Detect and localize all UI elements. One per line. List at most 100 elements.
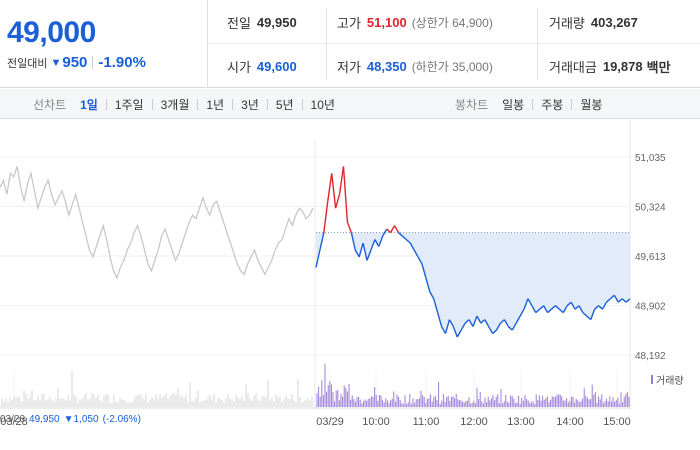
y-tick-label: 48,192 (635, 351, 666, 362)
price-segment (386, 228, 392, 234)
tab-divider (232, 98, 234, 110)
price-segment (621, 298, 627, 303)
price-segment (334, 194, 341, 209)
line-chart-label: 선차트 (33, 97, 67, 112)
prev-day-change: ▼1,050 (64, 414, 99, 425)
change-row: 전일대비 ▼ 950 -1.90% (7, 54, 146, 71)
price-segment (444, 319, 451, 334)
high-value: 51,100 (366, 14, 407, 30)
price-segment (437, 312, 443, 327)
candle-period-tab[interactable]: 일봉 (502, 97, 525, 112)
tab-divider (151, 98, 153, 110)
prev-day-info: 03/28 49,950 ▼1,050 (-2.06%) (0, 414, 141, 425)
price-segment (338, 166, 345, 195)
x-tick-label: 13:00 (507, 416, 535, 428)
price-segment (582, 312, 588, 317)
prev-day-change-amount: 1,050 (73, 414, 99, 425)
price-segment (452, 326, 458, 338)
stats-panel: 전일 49,950 고가 51,100 (상한가 64,900) 거래량 403… (209, 0, 700, 88)
open-cell: 시가 49,600 (227, 44, 297, 88)
x-tick-label: 03/29 (316, 416, 344, 428)
tab-divider (571, 98, 573, 110)
stats-row-2: 시가 49,600 저가 48,350 (하한가 35,000) 거래대금 19… (209, 44, 700, 88)
line-period-tab[interactable]: 3년 (241, 97, 259, 112)
candle-period-tab[interactable]: 월봉 (580, 97, 603, 112)
price-segment (625, 298, 631, 303)
price-segment (440, 326, 447, 334)
candle-chart-label: 봉차트 (455, 97, 489, 112)
price-segment (609, 294, 615, 300)
price-segment (397, 232, 403, 237)
price-segment (460, 322, 466, 331)
price-segment (547, 308, 552, 314)
price-segment (503, 319, 509, 327)
high-label: 고가 (337, 15, 361, 31)
prev-day-date: 03/28 (0, 414, 26, 425)
price-segment (362, 242, 368, 261)
price-segment (421, 263, 427, 279)
price-segment (527, 298, 533, 307)
prev-close-cell: 전일 49,950 (227, 0, 297, 44)
open-value: 49,600 (256, 58, 297, 74)
price-segment (389, 225, 396, 233)
current-price: 49,000 (7, 16, 96, 49)
price-segment (417, 256, 423, 265)
price-segment (535, 308, 541, 314)
price-segment (484, 319, 490, 327)
x-tick-label: 11:00 (413, 416, 440, 428)
quote-summary: 49,000 전일대비 ▼ 950 -1.90% 전일 49,950 고가 51… (0, 0, 700, 88)
price-segment (476, 315, 482, 324)
price-segment (448, 319, 454, 327)
line-period-tab[interactable]: 3개월 (160, 97, 190, 112)
tab-divider (105, 98, 107, 110)
low-cell: 저가 48,350 (하한가 35,000) (337, 44, 493, 88)
price-segment (601, 301, 608, 310)
prev-close-value: 49,950 (256, 14, 297, 30)
price-segment (605, 298, 611, 303)
price-segment (523, 298, 529, 310)
volume-legend-swatch (651, 375, 653, 384)
price-segment (354, 249, 360, 258)
price-segment (492, 329, 498, 335)
chart-period-tabs: 선차트 1일 1주일 3개월 1년 3년 5년 10년 봉차트 일봉 주봉 월봉 (0, 89, 700, 119)
x-tick-label: 14:00 (556, 416, 584, 428)
price-segment (594, 305, 600, 310)
price-segment (315, 249, 321, 268)
line-period-tab[interactable]: 1주일 (114, 97, 144, 112)
price-segment (558, 308, 564, 314)
price-segment (350, 232, 356, 251)
candle-period-tab[interactable]: 주봉 (541, 97, 564, 112)
x-tick-label: 12:00 (460, 416, 488, 428)
price-segment (409, 242, 415, 251)
y-tick-label: 48,902 (635, 302, 666, 313)
trade-value-unit: 백만 (646, 59, 671, 75)
tab-divider (197, 98, 199, 110)
upper-limit: (상한가 64,900) (411, 15, 493, 30)
line-period-tab[interactable]: 5년 (275, 97, 294, 112)
price-segment (543, 305, 549, 313)
prev-day-close: 49,950 (29, 414, 60, 425)
line-period-tab[interactable]: 1년 (206, 97, 225, 112)
trade-value: 19,878 (602, 58, 643, 74)
x-tick-label: 10:00 (362, 416, 390, 428)
line-period-tab[interactable]: 1일 (80, 97, 98, 112)
line-period-tab[interactable]: 10년 (310, 97, 335, 112)
price-segment (511, 322, 517, 331)
price-segment (319, 232, 325, 251)
price-segment (551, 305, 556, 310)
price-segment (378, 235, 384, 247)
prev-day-pct: (-2.06%) (102, 414, 141, 425)
price-segment (370, 239, 376, 251)
y-tick-label: 49,613 (635, 252, 666, 263)
change-label: 전일대비 (7, 57, 48, 70)
price-box: 49,000 전일대비 ▼ 950 -1.90% (0, 0, 208, 88)
divider (326, 8, 327, 80)
price-segment (531, 305, 537, 313)
price-segment (539, 305, 545, 310)
price-segment (598, 305, 603, 310)
price-segment (613, 294, 619, 303)
down-arrow-icon: ▼ (50, 56, 62, 69)
volume-label: 거래량 (549, 15, 585, 31)
volume-legend: 거래량 (651, 372, 684, 387)
price-segment (327, 173, 333, 202)
